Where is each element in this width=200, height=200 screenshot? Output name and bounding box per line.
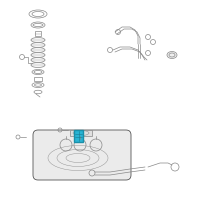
Ellipse shape	[167, 51, 177, 58]
Ellipse shape	[31, 47, 45, 52]
Bar	[74, 130, 83, 142]
Bar	[35, 31, 41, 36]
Ellipse shape	[31, 52, 45, 58]
Ellipse shape	[31, 43, 45, 47]
FancyBboxPatch shape	[33, 130, 131, 180]
Ellipse shape	[31, 38, 45, 43]
Bar	[70, 130, 92, 136]
Bar	[34, 77, 42, 81]
Ellipse shape	[31, 58, 45, 62]
Ellipse shape	[31, 62, 45, 68]
